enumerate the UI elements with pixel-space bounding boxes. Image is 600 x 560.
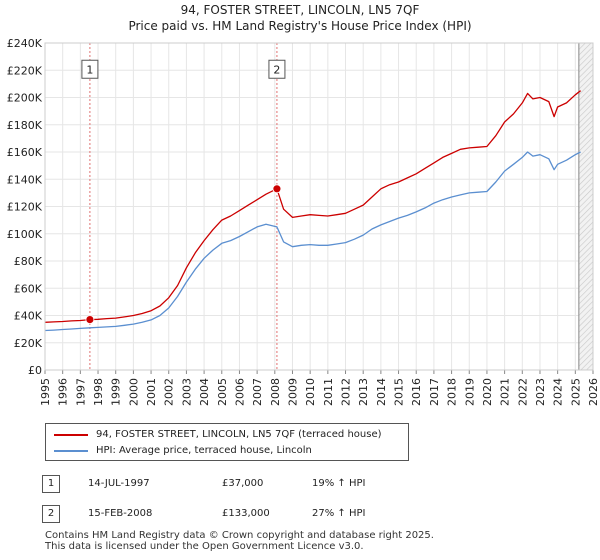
sale-hpi-change: 27% ↑ HPI (312, 508, 366, 519)
chart-title-block: 94, FOSTER STREET, LINCOLN, LN5 7QF Pric… (0, 2, 600, 34)
x-tick-label: 2011 (322, 378, 335, 406)
series-line (44, 90, 581, 323)
x-tick-label: 2003 (180, 378, 193, 406)
y-tick-label: £200K (7, 92, 43, 105)
x-tick-label: 2016 (410, 378, 423, 406)
x-tick-label: 2026 (587, 378, 600, 406)
x-tick-label: 1997 (74, 378, 87, 406)
x-tick-label: 2015 (393, 378, 406, 406)
sale-price: £37,000 (222, 478, 264, 489)
x-tick-label: 2013 (357, 378, 370, 406)
sale-annotation-box (268, 59, 286, 79)
y-tick-label: £140K (7, 173, 43, 186)
sale-hpi-change: 19% ↑ HPI (312, 478, 366, 489)
x-tick-label: 2014 (375, 378, 388, 406)
x-tick-label: 2009 (286, 378, 299, 406)
x-tick-label: 2000 (127, 378, 140, 406)
legend-swatch-property (54, 434, 88, 436)
x-tick-label: 1995 (39, 378, 52, 406)
y-tick-label: £60K (14, 282, 43, 295)
x-tick-label: 2024 (552, 378, 565, 406)
legend-label-hpi: HPI: Average price, terraced house, Linc… (96, 445, 312, 456)
y-tick-label: £40K (14, 310, 43, 323)
y-tick-label: £20K (14, 337, 43, 350)
x-tick-label: 1999 (110, 378, 123, 406)
x-tick-label: 2019 (463, 378, 476, 406)
x-tick-label: 2007 (251, 378, 264, 406)
legend-label-property: 94, FOSTER STREET, LINCOLN, LN5 7QF (ter… (96, 429, 382, 440)
x-tick-label: 2020 (481, 378, 494, 406)
sale-annotation-label: 1 (86, 63, 93, 76)
grid (44, 42, 594, 371)
plot-frame (44, 42, 594, 371)
x-tick-label: 2025 (569, 378, 582, 406)
x-tick-label: 2021 (499, 378, 512, 406)
y-tick-label: £0 (28, 364, 42, 377)
footer-license: This data is licensed under the Open Gov… (45, 541, 364, 552)
footer-copyright: Contains HM Land Registry data © Crown c… (45, 530, 434, 541)
x-tick-label: 2005 (216, 378, 229, 406)
y-tick-label: £180K (7, 119, 43, 132)
legend-swatch-hpi (54, 450, 88, 452)
sale-point-marker (272, 184, 282, 194)
x-tick-label: 2008 (269, 378, 282, 406)
sale-annotation-box (81, 59, 99, 79)
x-tick-label: 2001 (145, 378, 158, 406)
y-tick-label: £220K (7, 64, 43, 77)
x-tick-label: 2022 (516, 378, 529, 406)
future-hatched-region (578, 43, 593, 370)
sale-badge: 1 (42, 475, 60, 493)
future-shading (578, 43, 593, 370)
sale-price: £133,000 (222, 508, 270, 519)
sale-markers (85, 184, 282, 324)
price-chart: 1 2 £0 £20K £40K £60K £80K £100K £120K £140K £160… (7, 37, 600, 406)
x-tick-label: 1998 (92, 378, 105, 406)
x-tick-label: 2002 (163, 378, 176, 406)
chart-title: 94, FOSTER STREET, LINCOLN, LN5 7QF (180, 3, 420, 17)
x-tick-label: 1996 (57, 378, 70, 406)
y-axis-ticks: £0 £20K £40K £60K £80K £100K £120K £140K £160K £1… (7, 37, 43, 377)
chart-subtitle: Price paid vs. HM Land Registry's House … (128, 19, 472, 33)
sale-badge: 2 (42, 505, 60, 523)
sale-point-marker (85, 315, 95, 324)
x-tick-label: 2012 (340, 378, 353, 406)
y-tick-label: £160K (7, 146, 43, 159)
series-lines (44, 90, 581, 332)
x-tick-label: 2010 (304, 378, 317, 406)
chart-legend: 94, FOSTER STREET, LINCOLN, LN5 7QF (ter… (45, 423, 409, 461)
sale-annotation-label: 2 (273, 63, 280, 76)
sale-date: 15-FEB-2008 (88, 508, 153, 519)
footer: Contains HM Land Registry data © Crown c… (45, 530, 434, 552)
x-tick-label: 2017 (428, 378, 441, 406)
y-tick-label: £80K (14, 255, 43, 268)
y-tick-label: £120K (7, 201, 43, 214)
x-tick-label: 2006 (233, 378, 246, 406)
y-tick-label: £100K (7, 228, 43, 241)
x-tick-label: 2023 (534, 378, 547, 406)
x-tick-label: 2004 (198, 378, 211, 406)
sale-date: 14-JUL-1997 (88, 478, 150, 489)
x-tick-label: 2018 (446, 378, 459, 406)
y-tick-label: £240K (7, 37, 43, 50)
x-axis-ticks: 1995 1996 1997 1998 1999 2000 2001 2002 2003 2004… (39, 370, 600, 406)
series-line (44, 151, 581, 332)
